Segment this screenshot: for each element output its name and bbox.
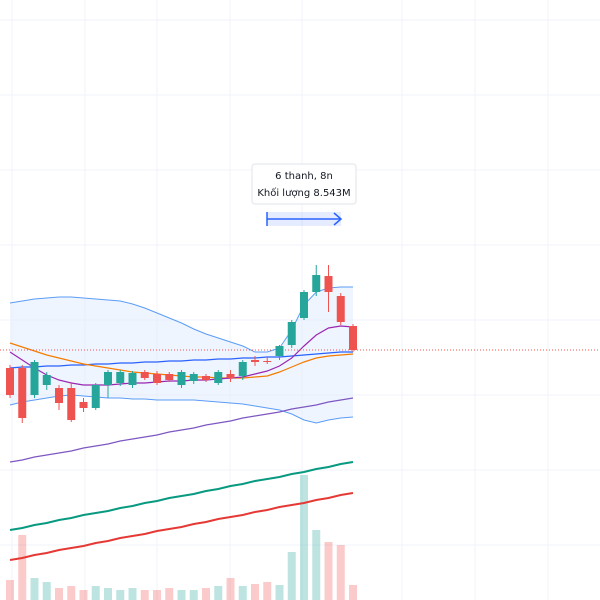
volume-bar [275, 585, 284, 600]
volume-bar [6, 580, 14, 600]
volume-bar [202, 588, 210, 600]
volume-bar [214, 586, 223, 600]
candle-body [104, 372, 112, 385]
candle-body [275, 346, 284, 356]
candle-body [300, 292, 308, 318]
moving-average [9, 492, 354, 561]
candle-body [336, 296, 345, 322]
volume-bar [18, 535, 27, 600]
measure-tool: 6 thanh, 8n Khối lượng 8.543M [251, 163, 357, 226]
volume-bar [189, 590, 198, 600]
volume-bar [324, 542, 333, 600]
candle-body [140, 372, 149, 378]
volume-bar [349, 585, 357, 600]
candle-body [165, 374, 174, 380]
volume-bar [177, 590, 186, 600]
candle-body [79, 402, 88, 408]
candle-body [153, 374, 161, 383]
volume-bar [226, 578, 235, 600]
candle-body [42, 375, 51, 385]
measure-tooltip [251, 163, 357, 205]
volume-bar [287, 552, 296, 600]
plot [0, 265, 600, 600]
volume-bar [251, 584, 259, 600]
volume-bar [67, 586, 76, 600]
candle-body [189, 374, 198, 381]
candle-body [55, 388, 63, 403]
candle-body [91, 385, 100, 408]
volume-bar [153, 590, 161, 600]
candle-body [6, 368, 14, 395]
candle-body [312, 275, 321, 292]
volume-bar [336, 545, 345, 600]
volume-bar [165, 588, 174, 600]
moving-average [9, 461, 354, 531]
candle-body [177, 372, 186, 385]
volume-bar [42, 582, 51, 600]
volume-bar [238, 586, 247, 600]
candle-body [18, 368, 27, 418]
volume-bar [91, 586, 100, 600]
moving-average [9, 351, 353, 369]
candle-body [251, 360, 259, 362]
band-lower [9, 394, 354, 424]
candle-body [202, 376, 210, 380]
candle-body [67, 388, 76, 420]
candle-body [226, 374, 235, 378]
volume-bar [116, 590, 125, 600]
measure-arrowhead [333, 212, 343, 226]
volume-bar [55, 588, 63, 600]
volume-bar [30, 578, 39, 600]
volume-bar [104, 588, 112, 600]
volume-bar [263, 582, 272, 600]
candle-body [238, 362, 247, 376]
candle-body [128, 373, 137, 385]
volume-bar [128, 588, 137, 600]
volume-bar [79, 590, 88, 600]
volume-bar [300, 475, 308, 600]
band-upper [9, 286, 353, 353]
candle-body [30, 362, 39, 395]
measure-title: 6 thanh, 8n [275, 171, 333, 182]
moving-average [9, 397, 354, 463]
candle-body [214, 372, 223, 383]
candle-body [287, 322, 296, 345]
candle-body [349, 326, 357, 350]
candle-body [116, 372, 125, 383]
candle-body [324, 276, 333, 292]
volume-bar [140, 590, 149, 600]
volume-bar [312, 530, 321, 600]
candle-body [263, 361, 272, 362]
measure-volume: Khối lượng 8.543M [257, 187, 350, 199]
